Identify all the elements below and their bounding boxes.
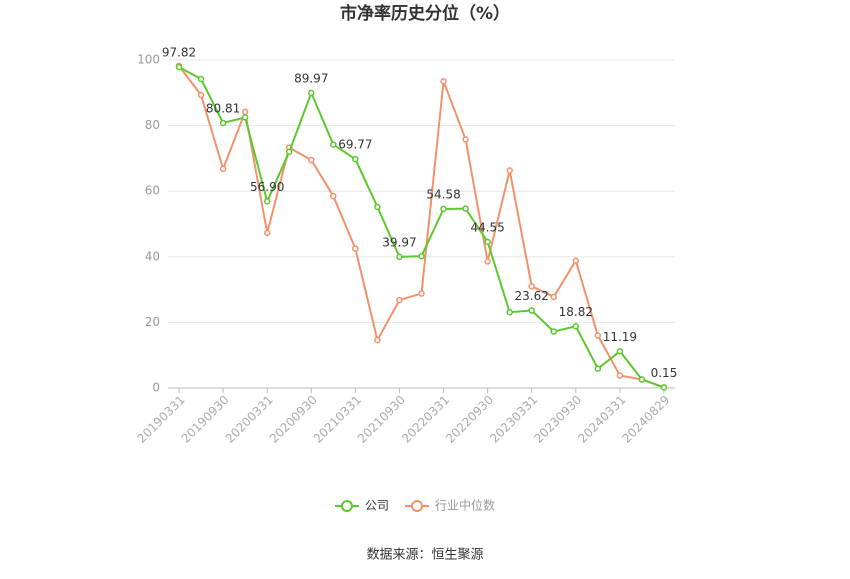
legend-label: 行业中位数 [435,498,495,513]
point [308,156,315,164]
data-label: 69.77 [338,138,372,152]
point [285,148,293,156]
point [528,307,535,314]
point [241,108,249,116]
point [572,257,580,264]
point [550,328,558,335]
series-line [178,65,665,389]
source-note: 数据来源：恒生聚源 [366,548,483,563]
data-label: 11.19 [603,330,637,344]
point [219,119,227,127]
data-label: 18.82 [559,305,593,319]
data-label: 80.81 [206,101,240,115]
point [616,372,624,379]
y-tick-label: 80 [145,118,160,132]
point [440,78,447,85]
data-label: 97.82 [162,46,196,60]
series-line [178,66,665,389]
point [241,114,249,121]
point [594,365,602,372]
point [660,384,668,391]
point [352,155,359,163]
point [175,63,183,71]
point [462,205,469,212]
point [528,283,535,290]
data-label: 56.90 [250,180,284,194]
y-tick-label: 0 [152,381,160,395]
point [396,296,403,304]
point [484,238,491,246]
point [308,89,315,97]
point [506,167,513,174]
legend-marker [411,500,423,512]
data-label: 0.15 [651,366,678,380]
data-label: 44.55 [470,220,504,234]
y-tick-label: 40 [145,249,160,263]
point [330,141,337,148]
data-label: 39.97 [382,235,416,249]
legend-label: 公司 [365,499,389,513]
chart-title: 市净率历史分位（%） [340,3,510,24]
point [594,332,602,339]
point [197,75,205,83]
y-tick-label: 60 [145,184,160,198]
point [352,245,359,252]
data-label: 54.58 [426,187,460,201]
point [506,308,513,316]
point [374,203,381,211]
point [330,192,337,200]
data-label: 23.62 [515,289,549,303]
point [462,136,469,143]
point [197,91,205,99]
point [418,290,425,297]
point [484,258,491,265]
point [550,293,558,301]
x-tick-label: 20240829 [619,393,672,446]
y-tick-label: 100 [137,53,160,67]
point [418,252,425,260]
point [263,229,271,237]
point [374,336,381,344]
point [616,348,624,355]
data-label: 89.97 [294,71,328,85]
point [572,323,580,330]
point [440,205,447,213]
legend-marker [341,500,353,512]
y-tick-label: 20 [145,315,160,329]
point [219,165,227,173]
point [638,376,646,383]
point [396,253,403,261]
point [263,198,271,205]
